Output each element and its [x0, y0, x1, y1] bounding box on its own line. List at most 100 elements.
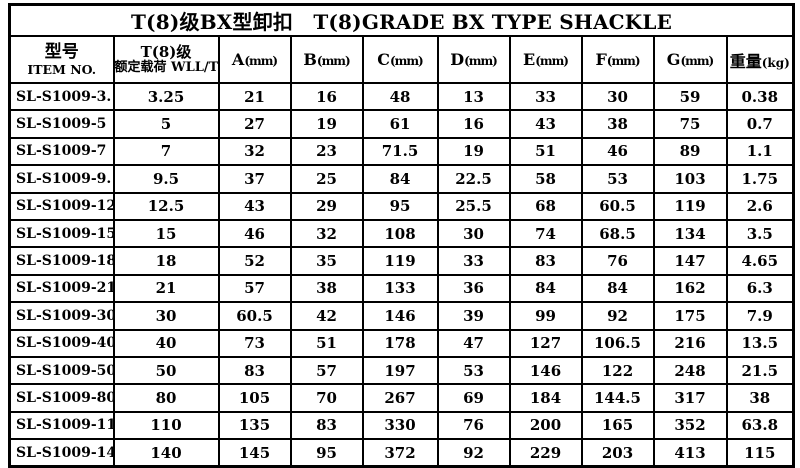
- value-cell: 38: [580, 109, 655, 139]
- value-cell: 27: [217, 109, 292, 139]
- dim-letter: E: [523, 50, 536, 69]
- value-cell: 38: [725, 383, 795, 413]
- value-cell: 165: [580, 410, 655, 441]
- value-cell: 23: [289, 136, 364, 167]
- value-cell: 110: [112, 410, 220, 441]
- value-cell: 32: [289, 218, 364, 249]
- value-cell: 5: [112, 109, 220, 139]
- col-header-wll: T(8)级 额定载荷 WLL/T: [112, 35, 220, 84]
- value-cell: 43: [217, 191, 292, 221]
- value-cell: 122: [580, 355, 655, 386]
- value-cell: 22.5: [436, 164, 511, 194]
- value-cell: 63.8: [725, 410, 795, 441]
- value-cell: 162: [652, 273, 728, 304]
- table-row: SL-S1009-7 7 32 23 71.5 19 51 46 89 1.1: [8, 136, 795, 167]
- value-cell: 146: [361, 301, 439, 331]
- dim-unit: (mm): [606, 54, 641, 68]
- value-cell: 83: [508, 246, 583, 276]
- value-cell: 42: [289, 301, 364, 331]
- value-cell: 105: [217, 383, 292, 413]
- table-row: SL-S1009-21 21 57 38 133 36 84 84 162 6.3: [8, 273, 795, 304]
- value-cell: 30: [436, 218, 511, 249]
- value-cell: 47: [436, 328, 511, 358]
- value-cell: 71.5: [361, 136, 439, 167]
- value-cell: 83: [217, 355, 292, 386]
- value-cell: 146: [508, 355, 583, 386]
- value-cell: 372: [361, 438, 439, 468]
- value-cell: 134: [652, 218, 728, 249]
- weight-unit: (kg): [761, 55, 790, 70]
- value-cell: 178: [361, 328, 439, 358]
- value-cell: 119: [652, 191, 728, 221]
- dim-letter: A: [231, 50, 245, 69]
- wll-label-load: 额定载荷 WLL/T: [114, 60, 219, 76]
- item-no-cell: SL-S1009-50: [8, 355, 115, 386]
- item-no-cell: SL-S1009-18: [8, 246, 115, 276]
- col-header-c: C(mm): [361, 35, 439, 84]
- table-title: T(8)级BX型卸扣 T(8)GRADE BX TYPE SHACKLE: [8, 3, 795, 37]
- value-cell: 16: [289, 81, 364, 112]
- shackle-spec-table: T(8)级BX型卸扣 T(8)GRADE BX TYPE SHACKLE 型号 …: [8, 3, 796, 468]
- dim-letter: B: [303, 50, 317, 69]
- dim-letter: G: [666, 50, 681, 69]
- value-cell: 108: [361, 218, 439, 249]
- value-cell: 7.9: [725, 301, 795, 331]
- value-cell: 133: [361, 273, 439, 304]
- item-no-label-cn: 型号: [44, 42, 79, 63]
- col-header-f: F(mm): [580, 35, 655, 84]
- value-cell: 99: [508, 301, 583, 331]
- col-header-b: B(mm): [289, 35, 364, 84]
- value-cell: 13.5: [725, 328, 795, 358]
- value-cell: 68.5: [580, 218, 655, 249]
- value-cell: 7: [112, 136, 220, 167]
- value-cell: 51: [289, 328, 364, 358]
- value-cell: 135: [217, 410, 292, 441]
- table-row: SL-S1009-15 15 46 32 108 30 74 68.5 134 3.5: [8, 218, 795, 249]
- value-cell: 84: [580, 273, 655, 304]
- table-row: SL-S1009-50 50 83 57 197 53 146 122 248 21.5: [8, 355, 795, 386]
- value-cell: 60.5: [580, 191, 655, 221]
- value-cell: 29: [289, 191, 364, 221]
- value-cell: 84: [361, 164, 439, 194]
- item-no-cell: SL-S1009-9. 5: [8, 164, 115, 194]
- value-cell: 53: [436, 355, 511, 386]
- value-cell: 145: [217, 438, 292, 468]
- value-cell: 3.25: [112, 81, 220, 112]
- col-header-weight: 重量(kg): [725, 35, 795, 84]
- value-cell: 46: [580, 136, 655, 167]
- dim-unit: (mm): [464, 54, 498, 68]
- value-cell: 184: [508, 383, 583, 413]
- value-cell: 80: [112, 383, 220, 413]
- value-cell: 76: [436, 410, 511, 441]
- value-cell: 413: [652, 438, 728, 468]
- col-header-g: G(mm): [652, 35, 728, 84]
- item-no-cell: SL-S1009-110: [8, 410, 115, 441]
- header-row: 型号 ITEM NO. T(8)级 额定载荷 WLL/T A(mm) B(mm)…: [8, 35, 795, 84]
- table-row: SL-S1009-80 80 105 70 267 69 184 144.5 317 38: [8, 383, 795, 413]
- value-cell: 58: [508, 164, 583, 194]
- value-cell: 57: [217, 273, 292, 304]
- value-cell: 352: [652, 410, 728, 441]
- value-cell: 4.65: [725, 246, 795, 276]
- value-cell: 61: [361, 109, 439, 139]
- value-cell: 21.5: [725, 355, 795, 386]
- table-body: SL-S1009-3. 253.25211648133330590.38SL-S…: [8, 81, 795, 468]
- item-no-cell: SL-S1009-140: [8, 438, 115, 468]
- col-header-a: A(mm): [217, 35, 292, 84]
- value-cell: 48: [361, 81, 439, 112]
- value-cell: 76: [580, 246, 655, 276]
- value-cell: 21: [112, 273, 220, 304]
- value-cell: 50: [112, 355, 220, 386]
- value-cell: 59: [652, 81, 728, 112]
- value-cell: 12.5: [112, 191, 220, 221]
- value-cell: 25.5: [436, 191, 511, 221]
- table-row: SL-S1009-5 5 27 19 61 16 43 38 75 0.7: [8, 109, 795, 139]
- dim-unit: (mm): [244, 54, 278, 68]
- value-cell: 140: [112, 438, 220, 468]
- value-cell: 18: [112, 246, 220, 276]
- value-cell: 69: [436, 383, 511, 413]
- value-cell: 84: [508, 273, 583, 304]
- value-cell: 51: [508, 136, 583, 167]
- value-cell: 75: [652, 109, 728, 139]
